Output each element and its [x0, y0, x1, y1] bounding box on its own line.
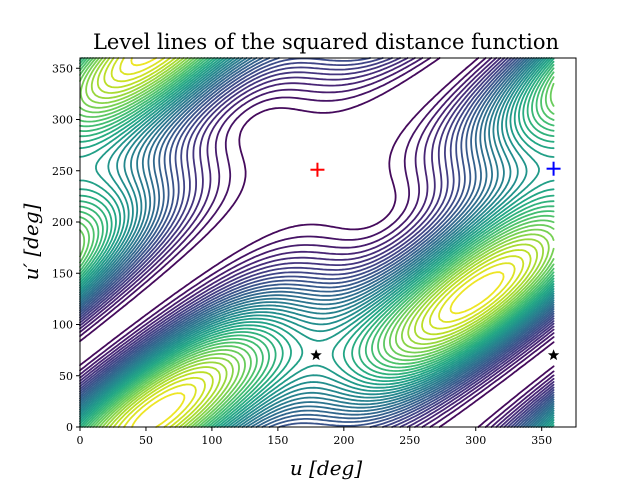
plot-frame [79, 57, 577, 428]
contour-level [79, 57, 555, 428]
contour-level [79, 57, 555, 428]
x-tick-label: 150 [267, 434, 288, 447]
contour-level [79, 57, 555, 428]
markers [310, 161, 561, 361]
contour-level [79, 57, 555, 428]
plus-marker [546, 161, 561, 176]
y-tick-label: 350 [52, 62, 73, 75]
x-tick-label: 200 [333, 434, 354, 447]
contour-level [96, 57, 538, 428]
x-tick-label: 0 [77, 434, 84, 447]
contour-level [79, 57, 555, 428]
y-tick-label: 300 [52, 114, 73, 127]
contour-level [90, 57, 544, 428]
y-tick-label: 150 [52, 267, 73, 280]
x-axis-label: u [deg] [290, 456, 362, 480]
contour-level [79, 57, 555, 428]
contour-level [79, 57, 555, 428]
x-tick-label: 100 [201, 434, 222, 447]
contour-level [79, 57, 555, 428]
contour-level [79, 57, 555, 428]
x-tick-label: 300 [465, 434, 486, 447]
x-tick-label: 50 [139, 434, 153, 447]
contour-lines [79, 57, 555, 428]
contour-level [79, 57, 555, 428]
x-tick-label: 250 [399, 434, 420, 447]
y-tick-label: 200 [52, 216, 73, 229]
y-axis-label: u′ [deg] [19, 203, 43, 280]
chart-title: Level lines of the squared distance func… [93, 30, 559, 54]
star-marker [310, 349, 322, 361]
contour-level [130, 57, 505, 428]
y-tick-label: 250 [52, 165, 73, 178]
contour-level [79, 57, 555, 428]
y-tick-label: 100 [52, 319, 73, 332]
contour-level [85, 57, 550, 428]
contour-level [110, 57, 525, 428]
contour-level [103, 57, 532, 428]
contour-level [79, 57, 555, 428]
y-axis: 0 50 100 150 200 250 300 350 [52, 62, 80, 434]
y-tick-label: 50 [59, 370, 73, 383]
plus-marker [310, 162, 325, 177]
y-tick-label: 0 [66, 421, 73, 434]
x-axis: 0 50 100 150 200 250 300 350 [77, 427, 552, 447]
star-marker [547, 349, 560, 361]
x-tick-label: 350 [531, 434, 552, 447]
contour-level [79, 57, 555, 428]
